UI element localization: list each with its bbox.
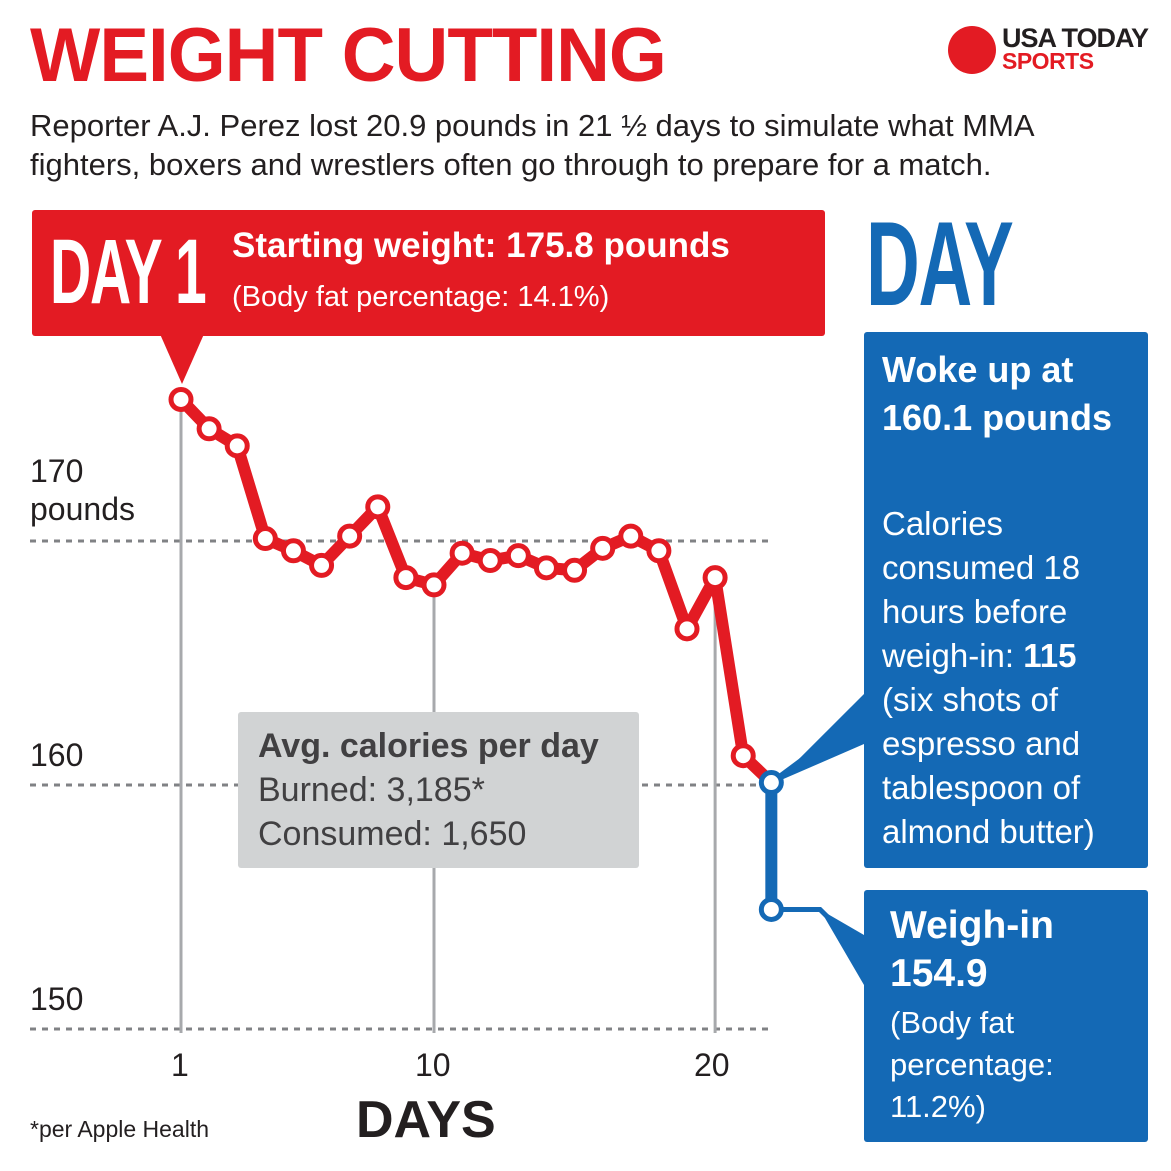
day22-weighin: Weigh-in 154.9: [890, 904, 1054, 995]
data-point-s0-3: [252, 526, 278, 552]
connector-wakeup-wedge: [775, 694, 864, 783]
day1-pointer: [160, 334, 204, 384]
x-axis-label: DAYS: [356, 1091, 496, 1149]
data-point-s0-11: [477, 548, 503, 574]
page-title: WEIGHT CUTTING: [30, 13, 667, 98]
day1-callout-box: [32, 210, 825, 336]
average-calories-box: [238, 712, 639, 868]
data-point-s0-14: [562, 557, 588, 583]
average-calories-burned: Burned: 3,185*: [258, 771, 485, 809]
average-calories-title: Avg. calories per day: [258, 727, 599, 765]
usa-today-logo-dot: [948, 26, 996, 74]
logo-sports: SPORTS: [1002, 48, 1094, 74]
data-point-s1-1: [758, 896, 784, 922]
calories-suffix: (six shots of espresso and tablespoon of…: [882, 681, 1095, 850]
horizontal-gridlines: [30, 539, 772, 1031]
y-tick-label-150: 150: [30, 981, 84, 1017]
data-point-s0-10: [449, 540, 475, 566]
day1-body-fat: (Body fat percentage: 14.1%): [232, 281, 610, 313]
data-point-s0-15: [590, 535, 616, 561]
data-point-s0-2: [224, 433, 250, 459]
day22-weighin-body-fat: (Body fat percentage: 11.2%): [890, 1005, 1054, 1124]
calories-value: 115: [1023, 637, 1077, 674]
data-point-s0-5: [309, 552, 335, 578]
data-point-s0-7: [365, 494, 391, 520]
callout-connectors: [769, 694, 868, 985]
subtitle: Reporter A.J. Perez lost 20.9 pounds in …: [30, 108, 1033, 182]
series-lines: [175, 393, 778, 916]
y-tick-label-170: 170 pounds: [30, 453, 135, 527]
day22-woke-weight: Woke up at 160.1 pounds: [882, 349, 1113, 438]
data-point-s0-8: [393, 565, 419, 591]
data-point-s0-13: [533, 555, 559, 581]
x-tick-label-10: 10: [415, 1047, 451, 1083]
data-point-s0-9: [421, 572, 447, 598]
calories-prefix: Calories consumed 18 hours before weigh-…: [882, 505, 1081, 674]
day1-label: DAY 1: [50, 221, 207, 323]
data-point-s0-1: [196, 416, 222, 442]
logo-usa-today: USA TODAY: [1002, 23, 1149, 53]
data-point-s0-0: [168, 386, 194, 412]
data-point-s0-19: [702, 565, 728, 591]
data-point-s0-20: [730, 743, 756, 769]
series-line-0: [175, 393, 778, 789]
data-point-s0-18: [674, 616, 700, 642]
day22-wakeup-box: [864, 332, 1148, 868]
average-calories-consumed: Consumed: 1,650: [258, 815, 527, 853]
x-tick-label-1: 1: [171, 1047, 189, 1083]
data-point-s1-0: [758, 770, 784, 796]
day22-weighin-box: [864, 890, 1148, 1142]
data-point-s0-16: [618, 523, 644, 549]
connector-weighin-wedge: [820, 909, 864, 985]
data-point-s0-12: [505, 543, 531, 569]
footnote: *per Apple Health: [30, 1116, 210, 1142]
series-points: [168, 386, 784, 922]
day1-starting-weight: Starting weight: 175.8 pounds: [232, 226, 730, 265]
data-point-s0-6: [337, 523, 363, 549]
y-tick-label-160: 160: [30, 737, 84, 773]
day22-calories-text: Calories consumed 18 hours before weigh-…: [882, 502, 1144, 854]
data-point-s0-4: [280, 538, 306, 564]
data-point-s0-17: [646, 538, 672, 564]
x-tick-label-20: 20: [694, 1047, 730, 1083]
